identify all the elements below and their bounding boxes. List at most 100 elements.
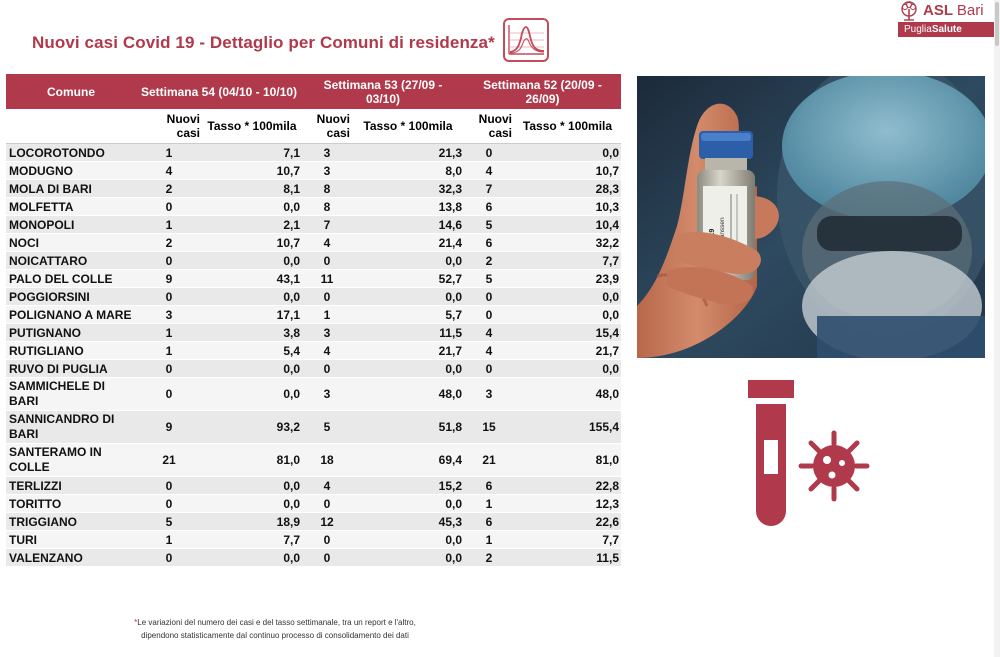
cases-week53-cell: 4 bbox=[302, 233, 352, 252]
cases-week54-cell: 0 bbox=[136, 494, 202, 513]
cases-week53-cell: 0 bbox=[302, 530, 352, 549]
comune-cell: PALO DEL COLLE bbox=[6, 269, 136, 288]
cases-week53-cell: 0 bbox=[302, 287, 352, 306]
rate-week53-cell: 0,0 bbox=[352, 359, 464, 378]
cases-week53-cell: 8 bbox=[302, 179, 352, 198]
rate-week52-cell: 10,4 bbox=[514, 215, 621, 234]
comune-cell: SAMMICHELE DI BARI bbox=[6, 377, 136, 411]
comune-cell: NOCI bbox=[6, 233, 136, 252]
cases-week53-cell: 3 bbox=[302, 143, 352, 162]
comune-cell: TORITTO bbox=[6, 494, 136, 513]
rate-week52-cell: 10,3 bbox=[514, 197, 621, 216]
logo-band-left: Puglia bbox=[904, 24, 932, 35]
rate-week52-cell: 23,9 bbox=[514, 269, 621, 288]
scrollbar-thumb[interactable] bbox=[995, 2, 999, 46]
rate-week53-cell: 0,0 bbox=[352, 494, 464, 513]
rate-week54-cell: 7,1 bbox=[202, 143, 302, 162]
cases-week52-cell: 7 bbox=[464, 179, 514, 198]
rate-week53-cell: 0,0 bbox=[352, 287, 464, 306]
table-row: POGGIORSINI 0 0,0 0 0,0 0 0,0 bbox=[6, 287, 621, 306]
cases-week52-cell: 6 bbox=[464, 476, 514, 495]
comune-cell: SANTERAMO IN COLLE bbox=[6, 443, 136, 477]
comune-cell: VALENZANO bbox=[6, 548, 136, 567]
table-row: NOICATTARO 0 0,0 0 0,0 2 7,7 bbox=[6, 251, 621, 270]
cases-week54-cell: 0 bbox=[136, 359, 202, 378]
cases-week53-cell: 0 bbox=[302, 548, 352, 567]
comune-cell: RUVO DI PUGLIA bbox=[6, 359, 136, 378]
virus-icon bbox=[798, 430, 870, 502]
logo-band-right: Salute bbox=[931, 24, 962, 35]
subheader-new-cases: Nuovi casi bbox=[302, 109, 352, 144]
comune-cell: PUTIGNANO bbox=[6, 323, 136, 342]
vaccine-vial-photo: COVID-19 Vaccine Janssen bbox=[637, 76, 985, 358]
subheader-rate: Tasso * 100mila bbox=[202, 109, 302, 144]
cases-week52-cell: 0 bbox=[464, 305, 514, 324]
rate-week54-cell: 0,0 bbox=[202, 197, 302, 216]
cases-week54-cell: 0 bbox=[136, 197, 202, 216]
cases-week54-cell: 1 bbox=[136, 323, 202, 342]
table-row: RUVO DI PUGLIA 0 0,0 0 0,0 0 0,0 bbox=[6, 359, 621, 378]
header-comune: Comune bbox=[6, 74, 136, 109]
cases-week52-cell: 4 bbox=[464, 323, 514, 342]
subheader-blank bbox=[6, 109, 136, 144]
cases-week52-cell: 4 bbox=[464, 161, 514, 180]
footnote-star: * bbox=[134, 618, 138, 627]
puglia-salute-band: PugliaSalute bbox=[898, 22, 994, 37]
cases-week53-cell: 7 bbox=[302, 215, 352, 234]
cases-week54-cell: 4 bbox=[136, 161, 202, 180]
cases-week52-cell: 6 bbox=[464, 197, 514, 216]
rate-week52-cell: 32,2 bbox=[514, 233, 621, 252]
rate-week52-cell: 22,8 bbox=[514, 476, 621, 495]
cases-week53-cell: 18 bbox=[302, 443, 352, 477]
rate-week52-cell: 7,7 bbox=[514, 251, 621, 270]
rate-week52-cell: 48,0 bbox=[514, 377, 621, 411]
header-week-52: Settimana 52 (20/09 - 26/09) bbox=[464, 74, 621, 109]
comune-cell: SANNICANDRO DI BARI bbox=[6, 410, 136, 444]
comune-cell: LOCOROTONDO bbox=[6, 143, 136, 162]
table-row: POLIGNANO A MARE 3 17,1 1 5,7 0 0,0 bbox=[6, 305, 621, 324]
rate-week54-cell: 0,0 bbox=[202, 251, 302, 270]
cases-week54-cell: 1 bbox=[136, 215, 202, 234]
rate-week54-cell: 10,7 bbox=[202, 233, 302, 252]
rate-week52-cell: 22,6 bbox=[514, 512, 621, 531]
rate-week52-cell: 21,7 bbox=[514, 341, 621, 360]
table-row: TRIGGIANO 5 18,9 12 45,3 6 22,6 bbox=[6, 512, 621, 531]
rate-week54-cell: 0,0 bbox=[202, 377, 302, 411]
table-row: NOCI 2 10,7 4 21,4 6 32,2 bbox=[6, 233, 621, 252]
cases-week53-cell: 8 bbox=[302, 197, 352, 216]
subheader-new-cases: Nuovi casi bbox=[464, 109, 514, 144]
table-row: MODUGNO 4 10,7 3 8,0 4 10,7 bbox=[6, 161, 621, 180]
rate-week54-cell: 0,0 bbox=[202, 359, 302, 378]
cases-week52-cell: 2 bbox=[464, 251, 514, 270]
cases-week53-cell: 4 bbox=[302, 476, 352, 495]
rate-week53-cell: 52,7 bbox=[352, 269, 464, 288]
rate-week54-cell: 2,1 bbox=[202, 215, 302, 234]
scrollbar-track[interactable] bbox=[994, 0, 1000, 657]
cases-week54-cell: 1 bbox=[136, 530, 202, 549]
rate-week54-cell: 0,0 bbox=[202, 476, 302, 495]
rate-week52-cell: 0,0 bbox=[514, 305, 621, 324]
rate-week52-cell: 0,0 bbox=[514, 359, 621, 378]
cases-week53-cell: 12 bbox=[302, 512, 352, 531]
cases-week52-cell: 21 bbox=[464, 443, 514, 477]
rate-week53-cell: 51,8 bbox=[352, 410, 464, 444]
comune-cell: NOICATTARO bbox=[6, 251, 136, 270]
cases-week54-cell: 3 bbox=[136, 305, 202, 324]
comune-cell: POGGIORSINI bbox=[6, 287, 136, 306]
rate-week53-cell: 8,0 bbox=[352, 161, 464, 180]
cases-week53-cell: 4 bbox=[302, 341, 352, 360]
cases-week54-cell: 0 bbox=[136, 377, 202, 411]
rate-week53-cell: 5,7 bbox=[352, 305, 464, 324]
rate-week54-cell: 5,4 bbox=[202, 341, 302, 360]
comune-cell: RUTIGLIANO bbox=[6, 341, 136, 360]
page-title: Nuovi casi Covid 19 - Dettaglio per Comu… bbox=[32, 33, 495, 52]
table-row: PUTIGNANO 1 3,8 3 11,5 4 15,4 bbox=[6, 323, 621, 342]
logo-asl-text: ASL bbox=[923, 2, 953, 19]
cases-week52-cell: 4 bbox=[464, 341, 514, 360]
rate-week52-cell: 0,0 bbox=[514, 143, 621, 162]
subheader-rate: Tasso * 100mila bbox=[352, 109, 464, 144]
rate-week53-cell: 21,7 bbox=[352, 341, 464, 360]
cases-week53-cell: 0 bbox=[302, 251, 352, 270]
rate-week53-cell: 14,6 bbox=[352, 215, 464, 234]
header-week-53: Settimana 53 (27/09 - 03/10) bbox=[302, 74, 464, 109]
